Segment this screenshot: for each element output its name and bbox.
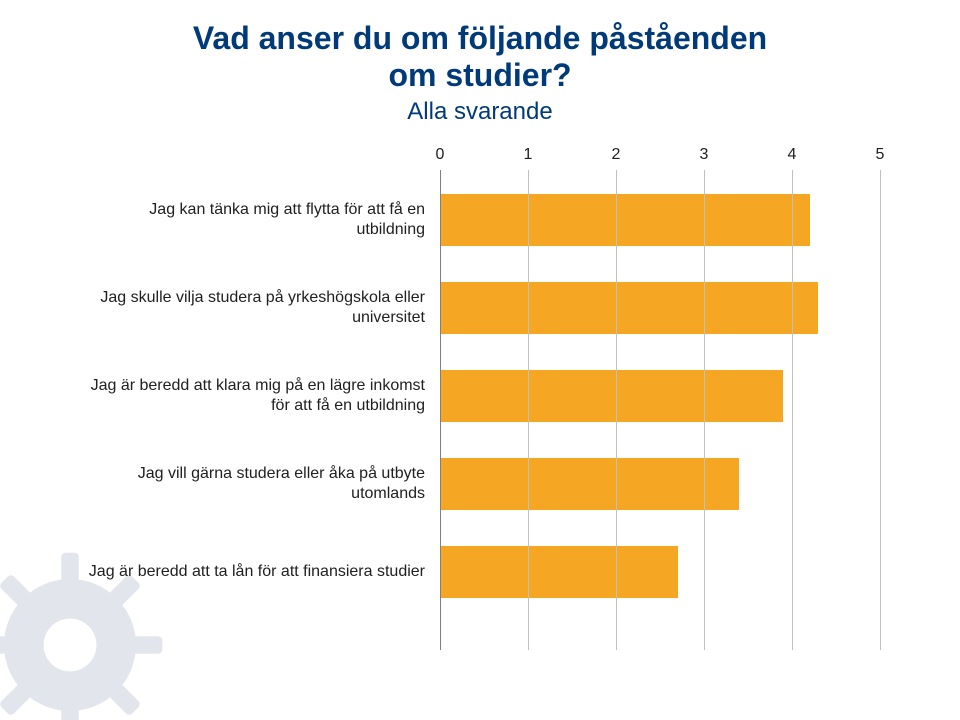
- gridline: [880, 170, 881, 650]
- gear-watermark-icon: [0, 535, 180, 720]
- chart-area: 012345 Jag kan tänka mig att flytta för …: [80, 170, 880, 650]
- x-tick-label: 3: [700, 146, 709, 164]
- bar: [440, 546, 678, 598]
- title-line-1: Vad anser du om följande påståenden: [0, 20, 960, 57]
- gridline: [440, 170, 441, 650]
- title-line-2: om studier?: [0, 57, 960, 94]
- gridline: [528, 170, 529, 650]
- bar: [440, 458, 739, 510]
- x-tick-label: 1: [524, 146, 533, 164]
- bar-row: [440, 446, 880, 534]
- bar-row: [440, 358, 880, 446]
- bar-row: [440, 182, 880, 270]
- bar-label: Jag kan tänka mig att flytta för att få …: [80, 194, 425, 246]
- label-row: Jag är beredd att klara mig på en lägre …: [80, 358, 425, 446]
- bar-row: [440, 270, 880, 358]
- label-row: Jag skulle vilja studera på yrkeshögskol…: [80, 270, 425, 358]
- bar: [440, 194, 810, 246]
- plot-region: 012345: [440, 170, 880, 650]
- title-block: Vad anser du om följande påståenden om s…: [0, 0, 960, 126]
- x-tick-label: 0: [436, 146, 445, 164]
- gridline: [704, 170, 705, 650]
- bars-container: [440, 182, 880, 622]
- bar: [440, 370, 783, 422]
- bar-label: Jag vill gärna studera eller åka på utby…: [80, 458, 425, 510]
- bar-label: Jag är beredd att klara mig på en lägre …: [80, 370, 425, 422]
- x-tick-label: 4: [788, 146, 797, 164]
- bar-row: [440, 534, 880, 622]
- page: Vad anser du om följande påståenden om s…: [0, 0, 960, 720]
- label-row: Jag vill gärna studera eller åka på utby…: [80, 446, 425, 534]
- bar-label: Jag skulle vilja studera på yrkeshögskol…: [80, 282, 425, 334]
- label-row: Jag kan tänka mig att flytta för att få …: [80, 182, 425, 270]
- x-tick-label: 2: [612, 146, 621, 164]
- gridline: [792, 170, 793, 650]
- gridline: [616, 170, 617, 650]
- bar: [440, 282, 818, 334]
- subtitle: Alla svarande: [0, 98, 960, 126]
- x-tick-label: 5: [876, 146, 885, 164]
